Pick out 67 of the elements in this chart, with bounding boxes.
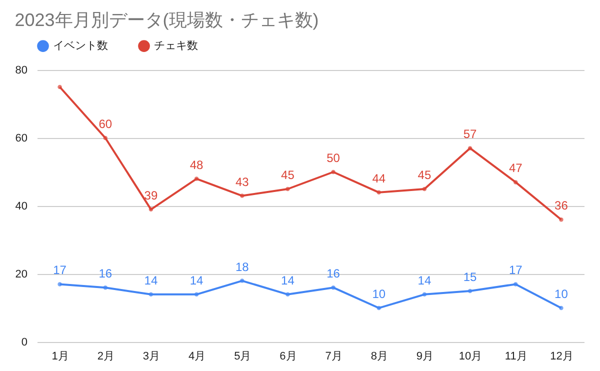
data-label: 36 bbox=[554, 198, 568, 213]
point bbox=[103, 285, 108, 290]
point bbox=[331, 170, 336, 174]
data-label: 10 bbox=[554, 287, 568, 301]
data-label: 45 bbox=[281, 168, 295, 182]
data-label: 43 bbox=[235, 174, 250, 189]
data-label: 10 bbox=[372, 287, 386, 301]
point bbox=[331, 285, 336, 290]
point bbox=[194, 176, 199, 181]
x-tick-label: 1月 bbox=[52, 350, 69, 362]
data-label: 57 bbox=[463, 127, 478, 142]
data-label: 48 bbox=[190, 158, 204, 172]
point bbox=[58, 84, 62, 90]
data-label: 17 bbox=[53, 263, 67, 278]
point bbox=[559, 306, 564, 310]
point bbox=[422, 292, 427, 297]
point bbox=[468, 146, 472, 150]
x-tick-label: 9月 bbox=[416, 350, 434, 362]
y-tick-label: 80 bbox=[15, 64, 28, 76]
data-label: 18 bbox=[235, 260, 250, 274]
data-label: 14 bbox=[144, 273, 158, 288]
point bbox=[103, 136, 108, 140]
point bbox=[468, 288, 472, 294]
y-tick-label: 60 bbox=[15, 132, 28, 144]
point bbox=[514, 180, 518, 184]
data-label: 15 bbox=[463, 270, 478, 284]
y-tick-label: 0 bbox=[21, 336, 28, 348]
data-label: 14 bbox=[190, 273, 204, 288]
y-tick-label: 20 bbox=[15, 268, 28, 280]
x-tick-label: 8月 bbox=[370, 350, 388, 362]
point bbox=[376, 306, 381, 310]
point bbox=[240, 278, 244, 283]
legend-label: チェキ数 bbox=[154, 40, 198, 52]
data-label: 16 bbox=[326, 266, 340, 281]
data-label: 60 bbox=[98, 117, 112, 131]
data-label: 47 bbox=[508, 161, 523, 176]
x-tick-label: 12月 bbox=[550, 350, 574, 362]
point bbox=[194, 292, 199, 297]
data-label: 45 bbox=[418, 168, 432, 182]
data-label: 50 bbox=[326, 151, 340, 165]
chart-title: 2023年月別データ(現場数・チェキ数) bbox=[14, 10, 319, 30]
data-label: 14 bbox=[418, 273, 432, 288]
x-tick-label: 4月 bbox=[188, 350, 206, 362]
data-label: 14 bbox=[281, 273, 295, 288]
x-tick-label: 3月 bbox=[142, 350, 160, 362]
point bbox=[286, 292, 290, 297]
point bbox=[422, 186, 427, 192]
y-tick-label: 40 bbox=[15, 200, 28, 212]
legend-label: イベント数 bbox=[53, 40, 108, 52]
point bbox=[148, 292, 154, 297]
x-tick-label: 5月 bbox=[234, 350, 252, 362]
point bbox=[514, 282, 518, 286]
x-tick-label: 2月 bbox=[97, 350, 114, 362]
data-label: 16 bbox=[98, 266, 112, 281]
point bbox=[58, 282, 62, 286]
point bbox=[559, 217, 564, 222]
point bbox=[286, 186, 290, 192]
x-tick-label: 10月 bbox=[458, 350, 482, 362]
data-label: 44 bbox=[372, 171, 386, 186]
point bbox=[240, 194, 244, 198]
data-label: 17 bbox=[508, 263, 523, 278]
point bbox=[376, 190, 381, 195]
x-tick-label: 7月 bbox=[325, 350, 342, 362]
data-label: 39 bbox=[144, 188, 158, 202]
x-tick-label: 6月 bbox=[280, 350, 297, 362]
point bbox=[148, 207, 154, 212]
x-tick-label: 11月 bbox=[504, 350, 528, 362]
